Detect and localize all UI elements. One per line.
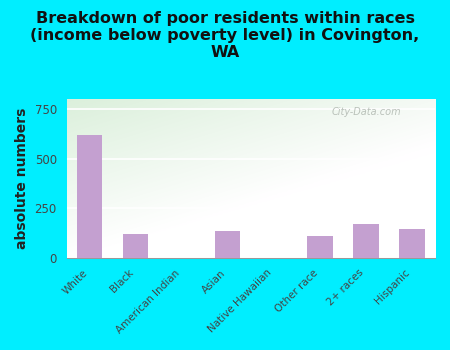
Bar	[353, 224, 378, 258]
Y-axis label: absolute numbers: absolute numbers	[15, 108, 29, 249]
Bar	[215, 231, 240, 258]
Bar	[77, 135, 102, 258]
Text: Breakdown of poor residents within races
(income below poverty level) in Covingt: Breakdown of poor residents within races…	[31, 10, 419, 60]
Text: City-Data.com: City-Data.com	[332, 107, 401, 117]
Bar	[123, 234, 148, 258]
Bar	[399, 229, 425, 258]
Bar	[307, 236, 333, 258]
